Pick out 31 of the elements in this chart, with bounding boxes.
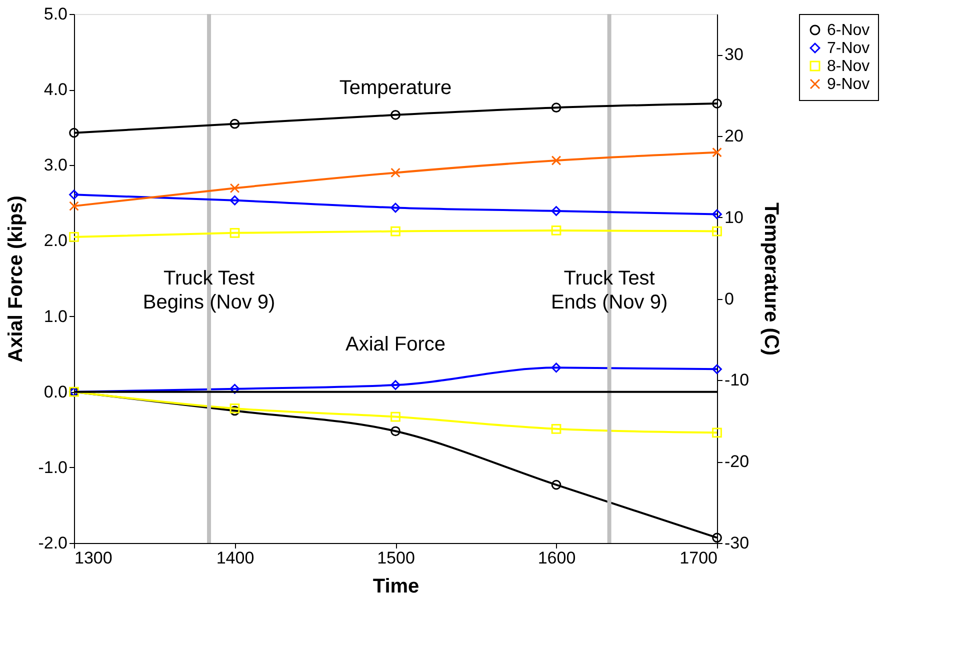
y-axis-title: Axial Force (kips) [5, 196, 28, 362]
y2-tick-label: 30 [724, 45, 744, 64]
ref-line-label: Truck Test Begins (Nov 9) [142, 268, 276, 314]
y2-tick-label: -20 [724, 452, 750, 472]
y2-tick-label: -10 [724, 370, 750, 390]
legend-label: 6-Nov [827, 22, 870, 39]
x-tick-label: 1300 [74, 548, 112, 568]
y-tick-label: 5.0 [44, 4, 68, 24]
ref-line-label: Truck Test Ends (Nov 9) [550, 268, 668, 314]
x-axis-title: Time [372, 576, 420, 598]
annotation: Axial Force [345, 334, 446, 356]
y-tick-label: 3.0 [44, 156, 68, 175]
legend-label: 8-Nov [827, 58, 870, 75]
legend-label: 7-Nov [827, 40, 870, 57]
y2-tick-label: 0 [724, 289, 734, 308]
y-tick-label: 2.0 [44, 231, 68, 250]
x-tick-label: 1700 [680, 548, 718, 568]
x-tick-label: 1500 [377, 548, 415, 568]
annotation: Temperature [339, 77, 452, 100]
y2-axis-title: Temperature (C) [760, 202, 782, 356]
y-tick-label: 0.0 [44, 382, 68, 402]
x-tick-label: 1400 [216, 548, 254, 568]
y-tick-label: -2.0 [38, 534, 68, 552]
y2-tick-label: 10 [724, 208, 744, 227]
y2-tick-label: 20 [724, 126, 744, 146]
legend-label: 9-Nov [827, 76, 870, 93]
y2-tick-label: -30 [724, 534, 750, 552]
y-tick-label: 4.0 [44, 80, 68, 100]
x-tick-label: 1600 [538, 548, 576, 568]
y-tick-label: -1.0 [38, 458, 68, 477]
y-tick-label: 1.0 [44, 306, 68, 326]
